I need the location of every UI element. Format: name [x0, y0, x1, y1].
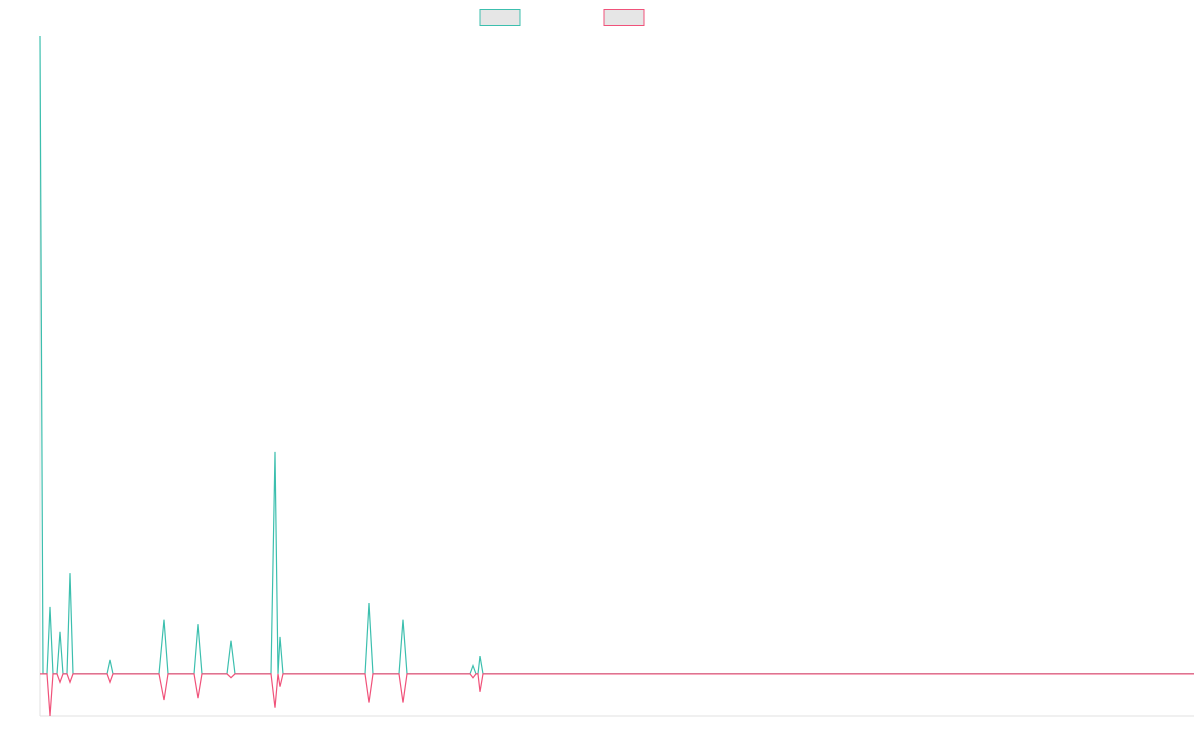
legend-swatch	[479, 9, 521, 26]
series-line	[39, 35, 1194, 675]
legend-swatch	[603, 9, 645, 26]
series-line	[40, 673, 1194, 717]
